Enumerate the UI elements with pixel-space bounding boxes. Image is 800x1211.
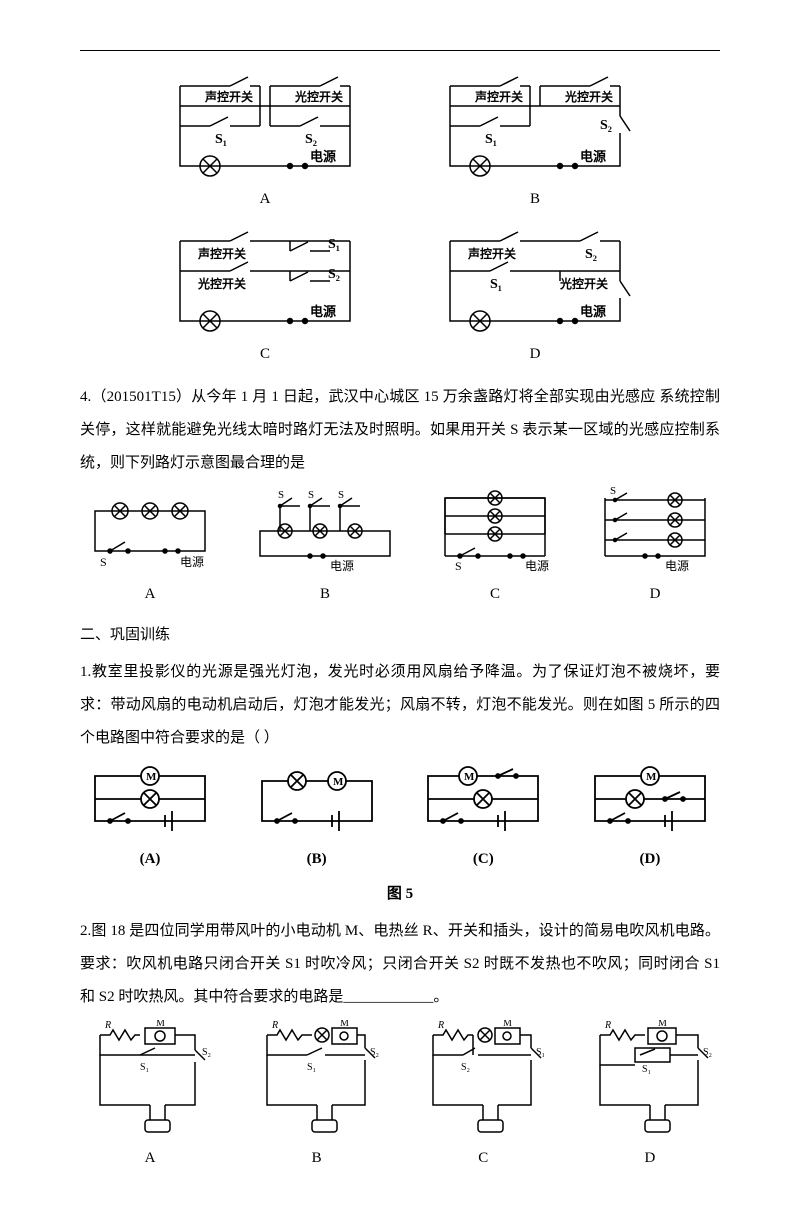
circuit-row-cd: 声控开关 光控开关 S₁ S₂ 电源 C 声控开关 光控开关 S₁ S₂: [80, 226, 720, 371]
circuit-b-svg: 声控开关 光控开关 S₁ S₂ 电源: [430, 71, 640, 181]
svg-text:电源: 电源: [665, 559, 689, 573]
fig5-b: M: [247, 761, 387, 841]
label-a: A: [260, 183, 271, 216]
svg-text:电源: 电源: [580, 304, 606, 319]
svg-text:S: S: [100, 555, 107, 569]
svg-text:电源: 电源: [310, 304, 336, 319]
svg-text:电源: 电源: [330, 559, 354, 573]
svg-text:S₂: S₂: [585, 247, 597, 262]
svg-text:M: M: [146, 771, 157, 783]
text-light: 光控开关: [294, 89, 343, 104]
sec2-title: 二、巩固训练: [80, 619, 720, 652]
circuit-row-ab: 声控开关 光控开关 S₁ S₂ 电源 A 声控开关: [80, 71, 720, 216]
svg-text:电源: 电源: [180, 555, 204, 569]
q2-b: R M S₂ S₁: [247, 1020, 387, 1140]
svg-text:M: M: [646, 771, 657, 783]
svg-text:R: R: [104, 1020, 111, 1031]
svg-text:S₂: S₂: [370, 1047, 379, 1058]
svg-text:R: R: [271, 1020, 278, 1031]
circuit-d-svg: 声控开关 光控开关 S₁ S₂ 电源: [430, 226, 640, 336]
text-s1: S₁: [215, 132, 227, 147]
svg-text:M: M: [340, 1020, 349, 1029]
circuit-a-svg: 声控开关 光控开关 S₁ S₂ 电源: [160, 71, 370, 181]
q4-d-svg: S 电源: [590, 486, 720, 576]
svg-text:光控开关: 光控开关: [197, 276, 246, 291]
fig5-caption: 图 5: [80, 878, 720, 911]
svg-text:M: M: [503, 1020, 512, 1029]
svg-text:S: S: [455, 559, 462, 573]
fig5-row: M (A) M (B) M: [80, 761, 720, 876]
svg-text:S₂: S₂: [328, 267, 340, 282]
svg-text:S₂: S₂: [703, 1047, 712, 1058]
svg-text:S₂: S₂: [202, 1047, 211, 1058]
svg-text:S₁: S₁: [490, 277, 502, 292]
svg-text:R: R: [604, 1020, 611, 1031]
svg-text:S₁: S₁: [140, 1062, 149, 1073]
svg-text:S: S: [338, 489, 344, 501]
svg-text:声控开关: 声控开关: [467, 246, 516, 261]
q2-a: R M S₂ S₁: [80, 1020, 220, 1140]
svg-text:M: M: [464, 771, 475, 783]
svg-text:S₁: S₁: [307, 1062, 316, 1073]
text-power: 电源: [310, 149, 336, 164]
svg-text:光控开关: 光控开关: [564, 89, 613, 104]
svg-text:S: S: [308, 489, 314, 501]
svg-text:S: S: [610, 486, 616, 497]
svg-text:声控开关: 声控开关: [197, 246, 246, 261]
svg-text:S₁: S₁: [485, 132, 497, 147]
q4-b-svg: S S S 电源: [250, 486, 400, 576]
svg-text:S: S: [278, 489, 284, 501]
svg-text:电源: 电源: [525, 559, 549, 573]
q2-text: 2.图 18 是四位同学用带风叶的小电动机 M、电热丝 R、开关和插头，设计的简…: [80, 915, 720, 1014]
q4-a-svg: S 电源: [80, 486, 220, 576]
svg-text:声控开关: 声控开关: [474, 89, 523, 104]
svg-text:S₂: S₂: [461, 1062, 470, 1073]
svg-text:R: R: [437, 1020, 444, 1031]
text-sound: 声控开关: [204, 89, 253, 104]
label-d: D: [530, 338, 541, 371]
q2-c: R M S₁ S₂: [413, 1020, 553, 1140]
fig5-d: M: [580, 761, 720, 841]
svg-text:M: M: [156, 1020, 165, 1029]
svg-text:S₁: S₁: [328, 237, 340, 252]
q4-diagrams: S 电源 A S S S 电源 B: [80, 486, 720, 611]
q1-text: 1.教室里投影仪的光源是强光灯泡，发光时必须用风扇给予降温。为了保证灯泡不被烧坏…: [80, 656, 720, 755]
label-c: C: [260, 338, 270, 371]
svg-text:光控开关: 光控开关: [559, 276, 608, 291]
svg-text:S₁: S₁: [642, 1064, 651, 1075]
circuit-c-svg: 声控开关 光控开关 S₁ S₂ 电源: [160, 226, 370, 336]
q4-text: 4.（201501T15）从今年 1 月 1 日起，武汉中心城区 15 万余盏路…: [80, 381, 720, 480]
q4-c-svg: S 电源: [430, 486, 560, 576]
svg-text:M: M: [333, 776, 344, 788]
svg-text:S₁: S₁: [536, 1047, 545, 1058]
fig5-a: M: [80, 761, 220, 841]
text-s2: S₂: [305, 132, 317, 147]
q2-row: R M S₂ S₁ A R M S₂ S₁ B: [80, 1020, 720, 1175]
q2-d: R M S₂ S₁: [580, 1020, 720, 1140]
fig5-c: M: [413, 761, 553, 841]
svg-text:S₂: S₂: [600, 118, 612, 133]
svg-text:M: M: [658, 1020, 667, 1029]
svg-text:电源: 电源: [580, 149, 606, 164]
top-rule: [80, 50, 720, 51]
label-b: B: [530, 183, 540, 216]
